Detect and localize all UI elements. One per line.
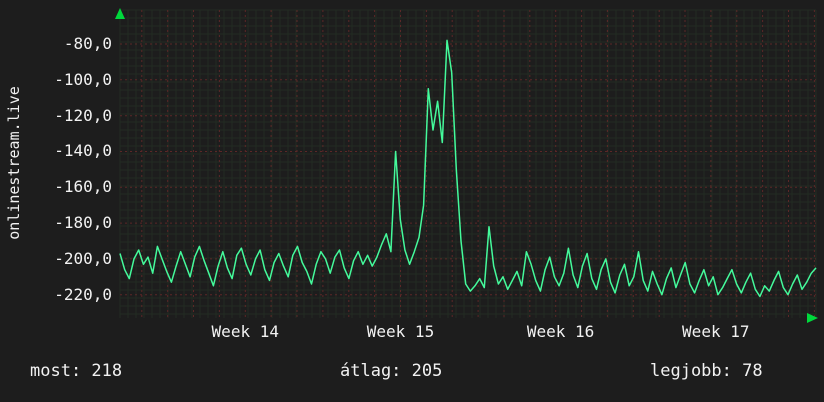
y-tick-label: -100,0: [54, 69, 112, 89]
stat-most: most: 218: [30, 361, 123, 381]
chart-plot-area: [115, 8, 818, 323]
y-tick-label: -140,0: [54, 141, 112, 161]
y-tick-label: -180,0: [54, 213, 112, 233]
stat-atlag: átlag: 205: [340, 361, 443, 381]
chart-plot: [115, 8, 818, 323]
right-arrow-icon: [807, 313, 818, 323]
y-tick-label: -80,0: [63, 34, 112, 54]
x-tick-label: Week 17: [682, 322, 750, 341]
y-tick-label: -220,0: [54, 284, 112, 304]
x-tick-label: Week 15: [366, 322, 435, 341]
x-tick-label: Week 14: [211, 322, 279, 341]
data-line: [119, 39, 817, 298]
stat-legjobb: legjobb: 78: [650, 361, 763, 381]
x-tick-label: Week 16: [526, 322, 595, 341]
y-axis-title: onlinestream.live: [5, 86, 23, 240]
y-tick-label: -160,0: [54, 177, 112, 197]
y-tick-label: -200,0: [54, 248, 112, 268]
y-tick-label: -120,0: [54, 105, 112, 125]
up-arrow-icon: [115, 8, 125, 19]
